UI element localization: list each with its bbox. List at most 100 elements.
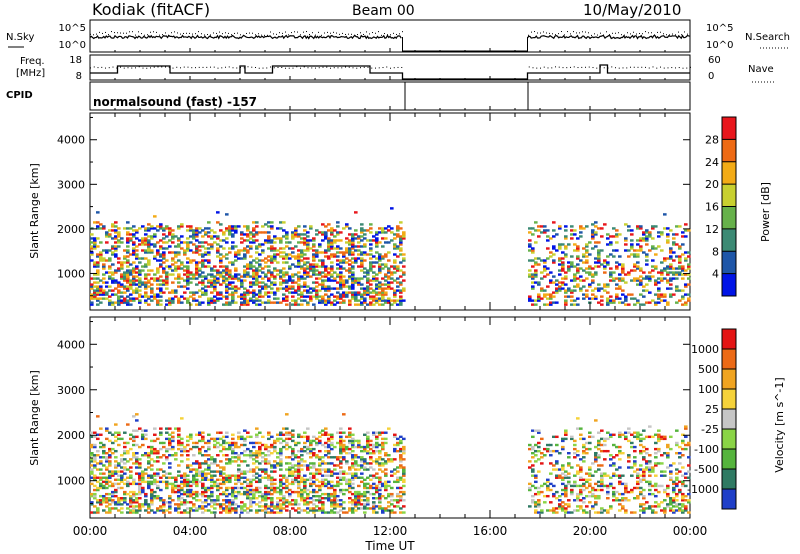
- velocity-cell: [531, 501, 535, 504]
- velocity-cell: [108, 449, 112, 453]
- power-cell: [180, 241, 184, 244]
- power-cell: [255, 267, 259, 270]
- power-cell: [291, 287, 295, 290]
- velocity-cell: [288, 501, 292, 504]
- velocity-cell: [135, 492, 139, 496]
- velocity-cell: [393, 435, 397, 439]
- power-cell: [138, 281, 142, 284]
- velocity-cell: [297, 507, 301, 510]
- velocity-cell: [363, 511, 367, 514]
- power-cell: [96, 297, 100, 300]
- velocity-cell: [303, 482, 307, 486]
- velocity-cell: [396, 499, 400, 502]
- velocity-cell: [294, 476, 298, 479]
- velocity-cell: [366, 486, 370, 490]
- power-cell: [312, 303, 316, 306]
- velocity-cell: [234, 511, 238, 514]
- power-cell: [306, 249, 310, 252]
- nave-point: [90, 67, 91, 69]
- velocity-cell: [210, 486, 214, 490]
- power-cell: [117, 261, 121, 264]
- velocity-cell: [183, 492, 187, 496]
- power-cell: [561, 269, 565, 272]
- velocity-cell: [186, 482, 190, 486]
- velocity-cell: [168, 503, 172, 506]
- power-cell: [138, 295, 142, 298]
- power-cell: [675, 225, 679, 228]
- velocity-cell: [171, 447, 175, 451]
- velocity-cell: [114, 501, 118, 504]
- power-cell: [579, 227, 583, 230]
- power-cell: [192, 259, 196, 262]
- velocity-cell: [123, 451, 127, 455]
- power-cell: [90, 287, 94, 290]
- power-cell: [540, 289, 544, 292]
- power-cell: [231, 245, 235, 248]
- velocity-cell: [279, 478, 283, 482]
- velocity-cell: [108, 460, 112, 463]
- power-cell: [579, 275, 583, 278]
- power-cell: [114, 231, 118, 234]
- power-cell: [96, 277, 100, 280]
- velocity-cell: [264, 458, 268, 461]
- power-cell: [663, 269, 667, 272]
- velocity-cell: [204, 494, 208, 498]
- power-cell: [171, 269, 175, 272]
- velocity-cell: [258, 490, 262, 494]
- power-cell: [237, 249, 241, 252]
- nsearch-point: [252, 32, 253, 34]
- velocity-cell: [555, 443, 559, 447]
- nsearch-point: [111, 31, 112, 33]
- velocity-cell: [105, 511, 109, 514]
- nsearch-point: [621, 34, 622, 36]
- power-cell: [675, 267, 679, 270]
- power-cell: [210, 285, 214, 288]
- nsearch-point: [123, 32, 124, 34]
- velocity-cell: [120, 470, 124, 473]
- velocity-cell: [360, 494, 364, 498]
- velocity-cell: [342, 507, 346, 510]
- power-cell: [384, 275, 388, 278]
- velocity-cell: [189, 490, 193, 494]
- velocity-cell: [261, 505, 265, 508]
- power-cell: [300, 303, 304, 306]
- power-cell: [192, 299, 196, 302]
- power-cell: [93, 293, 97, 296]
- power-cell: [360, 251, 364, 254]
- power-cell: [270, 273, 274, 276]
- velocity-cell: [312, 474, 316, 477]
- velocity-cell: [348, 451, 352, 455]
- power-cell: [597, 227, 601, 230]
- velocity-cell: [297, 511, 301, 514]
- velocity-cell: [339, 472, 343, 475]
- power-cell: [150, 249, 154, 252]
- power-cell: [387, 281, 391, 284]
- power-cell: [90, 259, 94, 262]
- velocity-cell: [219, 437, 223, 441]
- velocity-cell: [240, 507, 244, 510]
- velocity-cell: [564, 431, 568, 434]
- velocity-cell: [300, 468, 304, 471]
- velocity-cell: [216, 484, 220, 488]
- power-cell: [375, 273, 379, 276]
- velocity-cell: [330, 435, 334, 439]
- velocity-cell: [213, 474, 217, 477]
- velocity-cell: [318, 480, 322, 484]
- power-cell: [309, 287, 313, 290]
- velocity-cell: [573, 482, 577, 486]
- velocity-cell: [537, 429, 541, 432]
- power-cell: [135, 289, 139, 292]
- velocity-cell: [222, 480, 226, 484]
- power-cell: [600, 303, 604, 306]
- power-cell: [528, 297, 532, 300]
- power-cell: [654, 279, 658, 282]
- power-cell: [375, 279, 379, 282]
- power-cell: [606, 299, 610, 302]
- power-cell: [162, 237, 166, 240]
- power-cell: [372, 297, 376, 300]
- power-cell: [606, 297, 610, 300]
- velocity-cell: [399, 456, 403, 459]
- power-cell: [369, 267, 373, 270]
- power-cell: [294, 227, 298, 230]
- velocity-cell: [171, 437, 175, 441]
